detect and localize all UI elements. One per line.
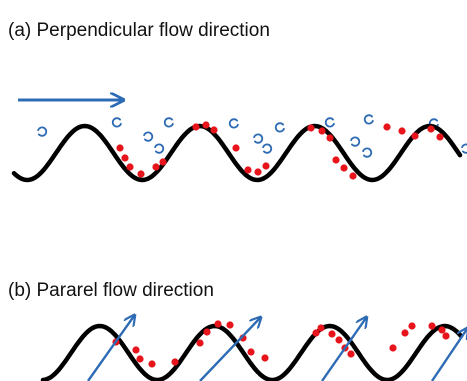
particle-dot: [210, 126, 218, 134]
particle-dot: [349, 172, 357, 180]
particle-dot: [152, 163, 160, 171]
particle-dot: [427, 125, 435, 133]
particle-dot: [398, 127, 406, 135]
particle-dot: [312, 329, 320, 337]
eddy-curl-icon: [262, 143, 273, 154]
eddy-curl-icon: [163, 117, 174, 128]
particle-dot: [332, 156, 340, 164]
wavy-surface-a: [11, 123, 463, 183]
eddy-curl-icon: [253, 133, 264, 144]
wavy-surface-b: [40, 323, 464, 381]
diagonal-arrow-icon: [199, 318, 260, 381]
eddy-curl-icon: [350, 136, 361, 147]
eddies-group: [37, 114, 467, 158]
particle-dot: [307, 124, 315, 132]
particles-group-a: [116, 121, 444, 180]
particle-dot: [136, 355, 144, 363]
particle-dot: [232, 144, 240, 152]
particle-dot: [442, 332, 450, 340]
eddy-curl-icon: [154, 143, 165, 154]
particle-dot: [261, 354, 269, 362]
particle-dot: [318, 127, 326, 135]
particle-dot: [196, 339, 204, 347]
eddy-curl-icon: [324, 117, 335, 128]
particle-dot: [335, 336, 343, 344]
particle-dot: [408, 322, 416, 330]
particle-dot: [159, 158, 167, 166]
particle-dot: [401, 329, 409, 337]
eddy-curl-icon: [362, 147, 373, 158]
particles-group-b: [112, 320, 450, 368]
particle-dot: [428, 322, 436, 330]
particle-dot: [347, 350, 355, 358]
panel-a: (a) Perpendicular flow direction: [8, 20, 467, 183]
particle-dot: [262, 162, 270, 170]
particle-dot: [116, 144, 124, 152]
particle-dot: [226, 321, 234, 329]
eddy-curl-icon: [228, 118, 239, 129]
particle-dot: [203, 328, 211, 336]
diagonal-arrow-icon: [321, 318, 366, 381]
particle-dot: [171, 358, 179, 366]
particle-dot: [317, 324, 325, 332]
particle-dot: [326, 134, 334, 142]
particle-dot: [202, 121, 210, 129]
particle-dot: [192, 123, 200, 131]
particle-dot: [126, 163, 134, 171]
eddy-curl-icon: [143, 131, 154, 142]
eddy-curl-icon: [461, 143, 467, 154]
particle-dot: [328, 330, 336, 338]
eddy-curl-icon: [274, 122, 285, 133]
panel-a-title: (a) Perpendicular flow direction: [8, 20, 270, 41]
diagonal-arrow-icon: [87, 316, 134, 381]
eddy-curl-icon: [363, 114, 374, 125]
eddy-curl-icon: [111, 117, 122, 128]
particle-dot: [383, 123, 391, 131]
particle-dot: [247, 348, 255, 356]
particle-dot: [137, 170, 145, 178]
diagonal-arrows-group: [87, 316, 467, 381]
panel-b-title: (b) Pararel flow direction: [8, 280, 214, 301]
eddy-curl-icon: [37, 126, 48, 137]
particle-dot: [214, 320, 222, 328]
particle-dot: [148, 360, 156, 368]
particle-dot: [132, 346, 140, 354]
diagonal-arrow-icon: [431, 329, 467, 381]
particle-dot: [438, 326, 446, 334]
panel-b: (b) Pararel flow direction: [8, 280, 467, 381]
particle-dot: [436, 133, 444, 141]
particle-dot: [340, 164, 348, 172]
particle-dot: [389, 344, 397, 352]
particle-dot: [254, 168, 262, 176]
particle-dot: [121, 154, 129, 162]
particle-dot: [244, 166, 252, 174]
particle-dot: [411, 132, 419, 140]
